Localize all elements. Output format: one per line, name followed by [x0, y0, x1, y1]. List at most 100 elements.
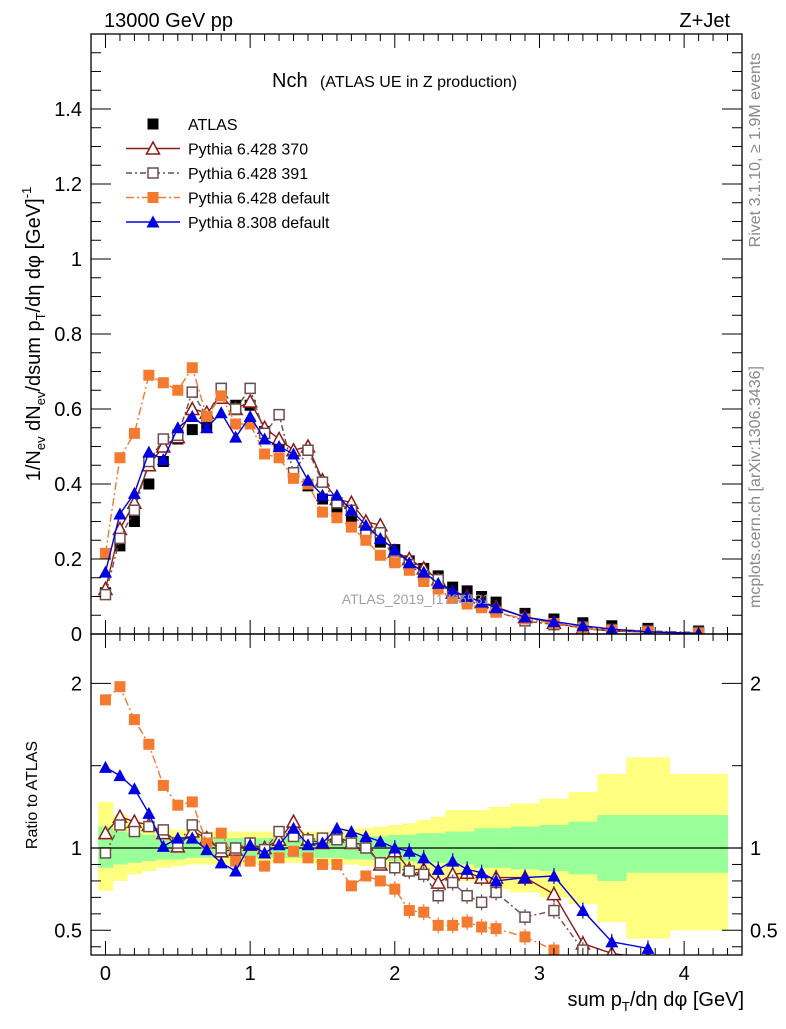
ratio-data-point	[476, 921, 488, 933]
ratio-data-point	[446, 854, 460, 867]
top-data-point	[243, 410, 257, 422]
top-data-point	[143, 478, 155, 490]
top-data-point	[547, 615, 561, 628]
ratio-data-point	[518, 871, 532, 884]
ratio-y-tick-label-right: 1	[750, 838, 761, 860]
top-data-point	[446, 584, 460, 597]
top-y-tick-label: 0	[71, 624, 82, 646]
ratio-data-point	[374, 857, 387, 869]
x-tick-label: 1	[245, 963, 256, 985]
legend-label: Pythia 6.428 default	[188, 191, 330, 208]
top-data-point	[127, 486, 141, 499]
ratio-data-point	[345, 837, 358, 849]
legend-item: Pythia 6.428 370	[126, 140, 308, 159]
ratio-data-point	[98, 760, 112, 773]
top-data-point	[287, 447, 301, 460]
ratio-data-point	[215, 827, 227, 839]
top-data-point	[374, 549, 386, 561]
x-tick-label: 3	[534, 963, 545, 985]
ratio-data-point	[229, 842, 242, 854]
ratio-data-point	[576, 904, 590, 917]
top-data-point	[155, 438, 172, 453]
ratio-data-point	[302, 852, 314, 864]
ratio-data-point	[156, 839, 170, 852]
top-series-line	[104, 411, 699, 634]
top-data-point	[128, 504, 141, 516]
legend-marker	[145, 140, 161, 155]
top-data-point	[114, 532, 126, 545]
ratio-data-point	[490, 923, 502, 935]
ratio-data-point	[127, 782, 141, 795]
ratio-data-point	[331, 834, 343, 846]
top-data-point	[172, 384, 184, 396]
top-data-point	[431, 576, 445, 589]
ratio-data-point	[288, 845, 300, 857]
ratio-data-point	[519, 911, 531, 923]
top-y-tick-label: 1.4	[54, 99, 82, 121]
top-data-point	[143, 369, 155, 381]
ratio-data-point	[431, 862, 445, 875]
ratio-panel-frame	[90, 633, 743, 956]
ratio-data-point	[128, 714, 140, 726]
ratio-data-point	[475, 896, 488, 909]
top-data-point	[432, 583, 444, 595]
ratio-data-point	[402, 844, 416, 857]
top-data-point	[447, 592, 459, 604]
top-data-point	[489, 601, 503, 614]
legend-marker	[147, 192, 159, 203]
ratio-data-point	[490, 886, 502, 899]
header-process-label: Z+Jet	[679, 10, 730, 32]
ratio-data-point	[546, 886, 562, 901]
top-data-point	[128, 516, 140, 527]
top-data-point	[215, 390, 227, 402]
legend-item: Pythia 8.308 default	[126, 215, 330, 232]
ratio-series-3	[98, 760, 655, 955]
ratio-data-point	[641, 941, 655, 954]
ratio-data-point	[475, 866, 489, 879]
ratio-data-point	[489, 874, 503, 887]
top-data-point	[418, 576, 430, 587]
top-data-point	[331, 504, 343, 516]
top-data-point	[272, 440, 286, 452]
ratio-data-point	[605, 935, 619, 948]
top-y-tick-label: 1.2	[54, 174, 82, 196]
top-data-point	[273, 408, 285, 421]
top-data-point	[156, 453, 170, 466]
green-band-bin	[669, 815, 728, 873]
ratio-data-point	[273, 852, 285, 864]
ratio-data-point	[389, 883, 401, 895]
ratio-data-point	[519, 931, 531, 943]
ratio-data-point	[258, 846, 272, 859]
ratio-data-point	[345, 880, 357, 892]
ratio-y-tick-label: 2	[71, 673, 82, 695]
chart-title: Nch	[272, 70, 308, 92]
ratio-data-point	[547, 869, 561, 882]
top-data-point	[186, 386, 199, 398]
top-data-point	[157, 433, 170, 445]
legend-item: Pythia 6.428 default	[126, 191, 330, 208]
ratio-data-point	[244, 855, 256, 867]
top-data-point	[345, 516, 357, 527]
top-data-point	[186, 424, 198, 436]
ratio-data-point	[186, 819, 199, 831]
legend: ATLAS Pythia 6.428 370 Pythia 6.428 391 Pyt…	[126, 117, 330, 232]
ratio-data-point	[344, 825, 358, 838]
ratio-y-axis-label: Ratio to ATLAS	[24, 741, 41, 849]
top-data-point	[373, 531, 387, 544]
top-data-point	[330, 488, 344, 501]
ratio-data-point	[461, 916, 473, 928]
ratio-panel-axes: 0 1 2 3 4 0.5 0.5 1 1 2 2	[54, 634, 778, 985]
x-tick-label: 2	[389, 963, 400, 985]
top-data-point	[113, 507, 127, 520]
top-y-tick-label: 0.6	[54, 399, 82, 421]
top-data-point	[229, 430, 243, 443]
legend-item: ATLAS	[147, 117, 238, 134]
top-data-point	[259, 448, 271, 460]
legend-label: Pythia 8.308 default	[188, 215, 330, 232]
chart-subtitle: (ATLAS UE in Z production)	[320, 74, 517, 91]
legend-marker	[147, 118, 159, 130]
top-data-point	[242, 393, 258, 408]
top-data-point	[417, 565, 431, 578]
svg-text:Ratio to ATLAS: Ratio to ATLAS	[24, 741, 41, 849]
top-data-point	[99, 588, 112, 601]
